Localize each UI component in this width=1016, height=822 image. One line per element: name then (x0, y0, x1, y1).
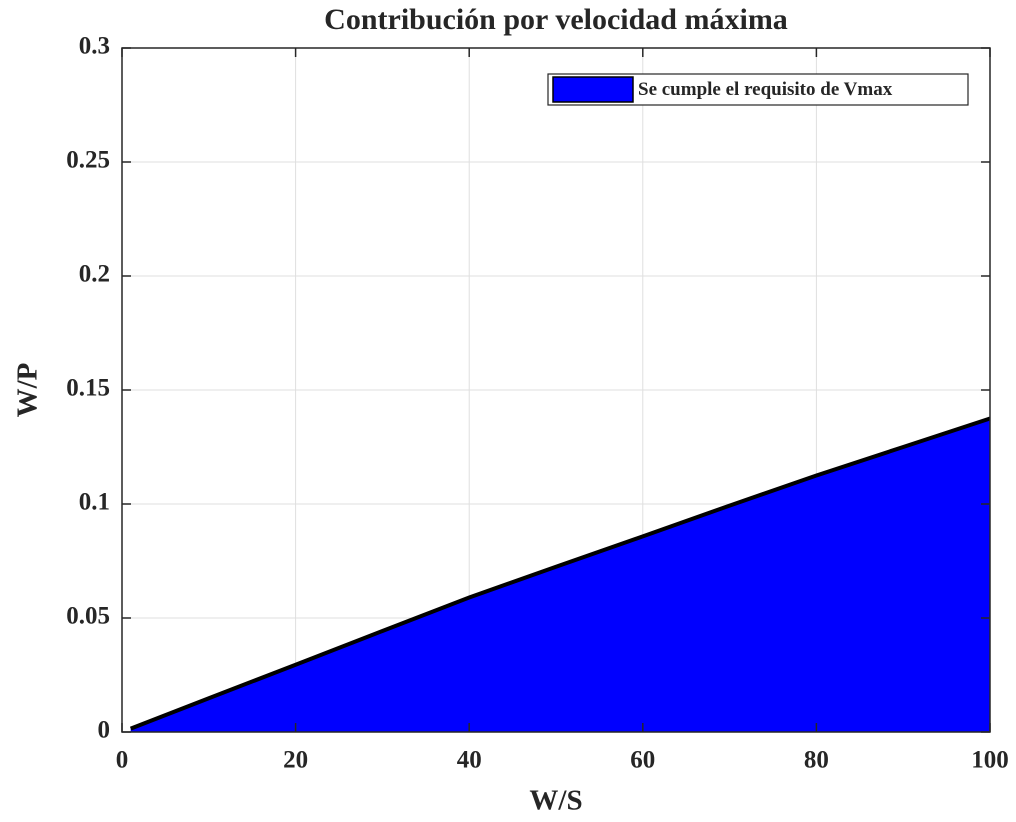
x-axis-label: W/S (529, 785, 582, 817)
area-edge (129, 416, 991, 731)
legend-label: Se cumple el requisito de Vmax (638, 79, 893, 100)
y-tick-label: 0 (98, 717, 111, 744)
x-tick-label: 60 (630, 747, 655, 774)
x-tick-label: 80 (804, 747, 829, 774)
y-tick-label: 0.1 (79, 489, 110, 516)
y-tick-label: 0.05 (66, 603, 110, 630)
x-tick-label: 40 (457, 747, 482, 774)
x-tick-label: 20 (283, 747, 308, 774)
x-tick-label: 0 (116, 747, 129, 774)
y-tick-label: 0.2 (79, 261, 110, 288)
y-tick-label: 0.15 (66, 375, 110, 402)
y-tick-label: 0.25 (66, 147, 110, 174)
area (130, 418, 990, 732)
y-axis-label: W/P (12, 363, 44, 418)
y-tick-label: 0.3 (79, 33, 110, 60)
chart-title: Contribución por velocidad máxima (324, 3, 788, 36)
legend-swatch (552, 76, 634, 103)
x-tick-label: 100 (971, 747, 1009, 774)
